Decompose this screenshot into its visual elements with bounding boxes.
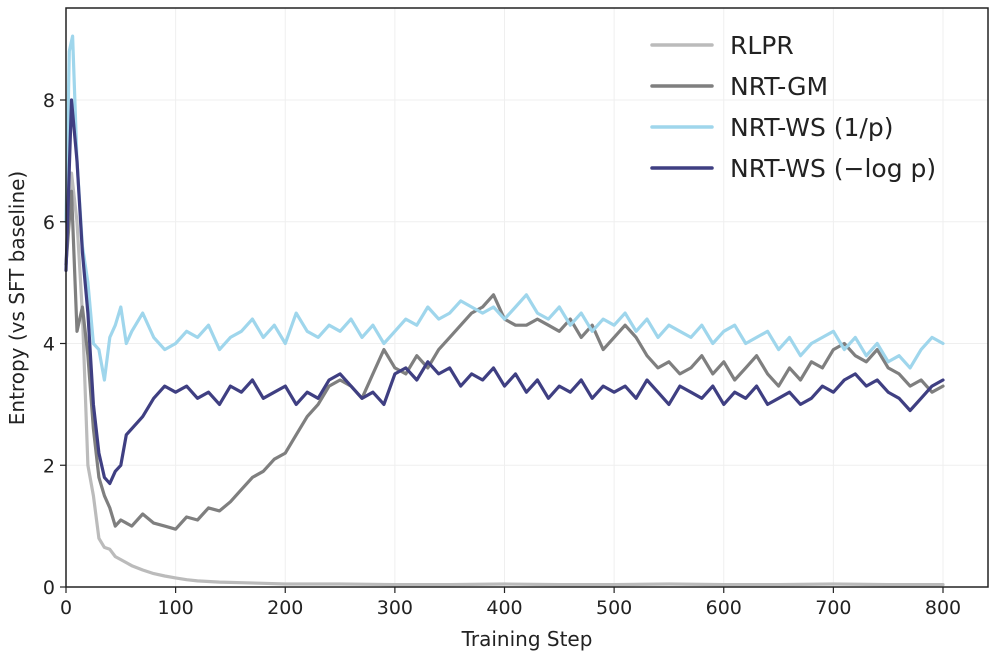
x-tick-label: 500 [596, 597, 632, 619]
x-tick-label: 0 [60, 597, 72, 619]
legend-label: NRT-GM [730, 72, 828, 101]
legend-label: NRT-WS (1/p) [730, 113, 893, 142]
legend-label: RLPR [730, 31, 794, 60]
legend: RLPR NRT-GM NRT-WS (1/p) NRT-WS (−log p) [650, 31, 936, 183]
y-tick-label: 2 [43, 455, 55, 477]
series-lines [64, 34, 945, 587]
series-line-nrt-ws-log-p [64, 98, 945, 486]
x-tick-label: 300 [377, 597, 413, 619]
plot-frame [65, 7, 989, 588]
legend-label: NRT-WS (−log p) [730, 154, 936, 183]
y-axis-label: Entropy (vs SFT baseline) [5, 171, 29, 425]
x-tick-label: 700 [815, 597, 851, 619]
grid [65, 8, 988, 588]
x-tick-label: 400 [486, 597, 522, 619]
x-tick-label: 600 [706, 597, 742, 619]
x-axis-label: Training Step [461, 627, 593, 651]
y-tick-label: 4 [43, 334, 55, 356]
series-line-nrt-ws-1-p [64, 34, 945, 382]
x-tick-label: 200 [267, 597, 303, 619]
y-tick-label: 0 [43, 577, 55, 599]
x-tick-label: 800 [925, 597, 961, 619]
x-tick-label: 100 [157, 597, 193, 619]
y-tick-label: 6 [43, 212, 55, 234]
series-line-rlpr [64, 171, 945, 587]
y-tick-label: 8 [43, 90, 55, 112]
axis-ticks: 0 100 200 300 400 500 600 700 800 0 2 4 6 8 [43, 90, 961, 619]
